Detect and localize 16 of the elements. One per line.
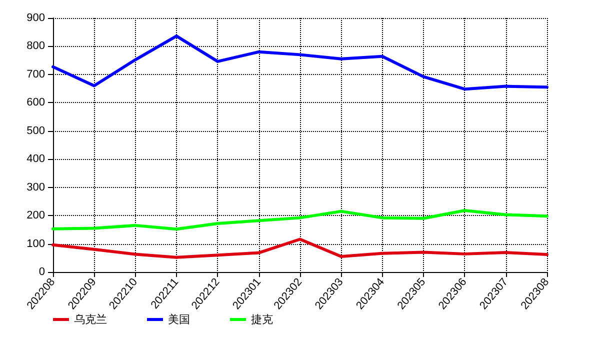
y-tick-label: 400 xyxy=(26,153,45,166)
y-tick-label: 500 xyxy=(26,124,45,137)
legend-label: 美国 xyxy=(168,313,190,326)
line-series xyxy=(52,34,548,91)
y-tick-label: 900 xyxy=(26,12,45,24)
line-series xyxy=(52,238,548,259)
legend-label: 乌克兰 xyxy=(74,313,107,326)
legend-label: 捷克 xyxy=(251,313,273,326)
y-tick-label: 700 xyxy=(26,68,45,80)
y-tick-label: 200 xyxy=(26,210,45,222)
y-tick-label: 0 xyxy=(38,266,45,278)
y-tick-label: 100 xyxy=(26,238,45,250)
y-tick-label: 300 xyxy=(26,181,45,194)
y-tick-label: 600 xyxy=(26,96,45,109)
line-series xyxy=(52,208,548,231)
y-tick-label: 800 xyxy=(26,40,45,52)
